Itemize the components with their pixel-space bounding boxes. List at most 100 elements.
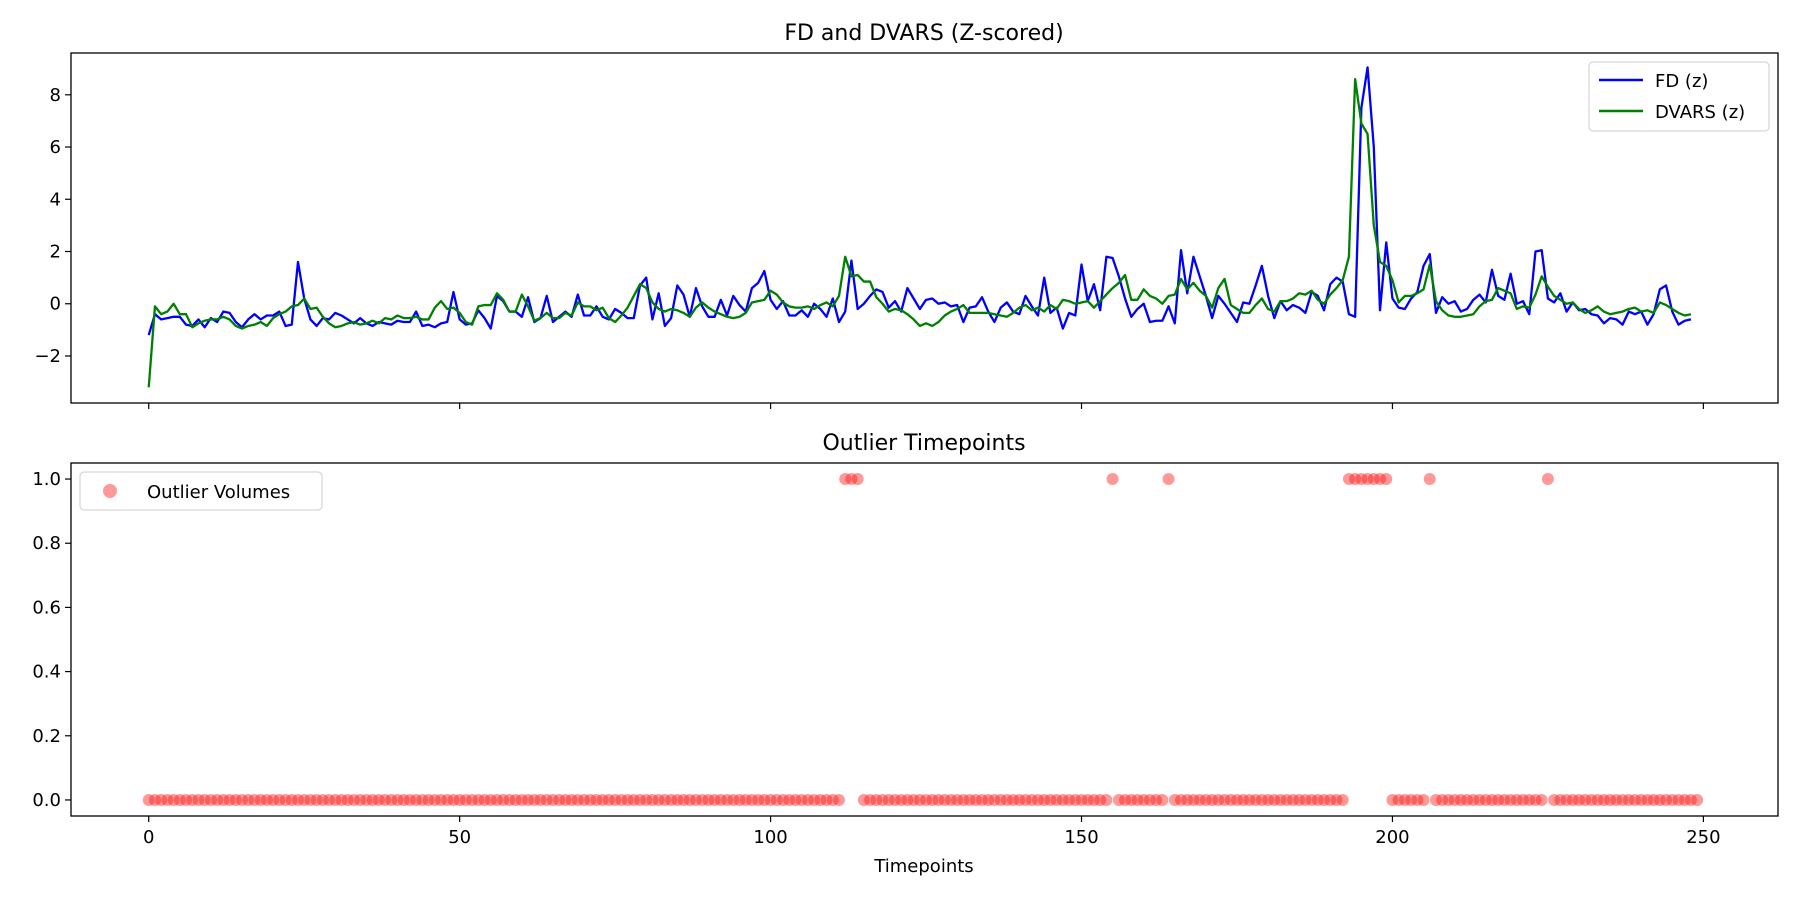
outlier-point [1361,473,1374,486]
outlier-point [167,793,180,806]
outlier-point [422,793,435,806]
outlier-point [1274,793,1287,806]
outlier-point [851,473,864,486]
outlier-point [416,793,429,806]
outlier-point [1355,473,1368,486]
outlier-point [646,793,659,806]
outlier-point [584,793,597,806]
outlier-point [1305,793,1318,806]
outlier-point [1429,793,1442,806]
x-tick-label: 250 [1686,827,1720,848]
outlier-point [969,793,982,806]
outlier-point [546,793,559,806]
outlier-point [932,793,945,806]
outlier-point [1286,793,1299,806]
outlier-point [341,793,354,806]
outlier-point [1622,793,1635,806]
outlier-point [1168,793,1181,806]
outlier-point [397,793,410,806]
outlier-point [1212,793,1225,806]
outlier-point [1473,793,1486,806]
outlier-point [198,793,211,806]
outlier-point [976,793,989,806]
y-tick-label: 0.6 [32,597,61,618]
outlier-point [808,793,821,806]
outlier-point [1075,793,1088,806]
outlier-point [1541,473,1554,486]
outlier-point [1262,793,1275,806]
outlier-point [1691,793,1704,806]
outlier-panel: Outlier Timepoints 0.0 0.2 0.4 0.6 0.8 1.0 0 5… [32,431,1779,877]
outlier-point [1660,793,1673,806]
outlier-point [1056,793,1069,806]
y-tick-label: 0.2 [32,726,61,747]
outlier-point [1031,793,1044,806]
outlier-point [1106,473,1119,486]
outlier-point [1684,793,1697,806]
fd-dvars-panel: FD and DVARS (Z-scored) −2 0 2 4 6 8 FD (z) D… [34,21,1779,409]
outlier-point [1311,793,1324,806]
outlier-point [391,793,404,806]
outlier-point [447,793,460,806]
outlier-point [1498,793,1511,806]
outlier-point [671,793,684,806]
outlier-point [354,793,367,806]
fd-dvars-series [147,66,1692,388]
outlier-point [739,793,752,806]
outlier-point [702,793,715,806]
outlier-point [901,793,914,806]
outlier-point [1461,793,1474,806]
outlier-point [963,793,976,806]
outlier-point [285,793,298,806]
outlier-point [1119,793,1132,806]
outlier-point [1199,793,1212,806]
outlier-point [1485,793,1498,806]
outlier-point [1566,793,1579,806]
outlier-point [727,793,740,806]
outlier-point [1249,793,1262,806]
outlier-point [1255,793,1268,806]
x-tick-label: 100 [753,827,787,848]
outlier-point [1380,473,1393,486]
outlier-point [1641,793,1654,806]
y-tick-label: 1.0 [32,469,61,490]
outlier-point [273,793,286,806]
outlier-point [1423,473,1436,486]
outlier-point [540,793,553,806]
outlier-point [1585,793,1598,806]
outlier-point [621,793,634,806]
outlier-point [1143,793,1156,806]
outlier-point [578,793,591,806]
outlier-point [148,793,161,806]
outlier-point [882,793,895,806]
outlier-point [1000,793,1013,806]
outlier-point [211,793,224,806]
outlier-point [1548,793,1561,806]
outlier-point [316,793,329,806]
outlier-point [1025,793,1038,806]
outlier-point [832,793,845,806]
outlier-point [820,793,833,806]
outlier-point [236,793,249,806]
outlier-point [895,793,908,806]
outlier-point [926,793,939,806]
outlier-point [1523,793,1536,806]
outlier-point [826,793,839,806]
outlier-point [845,473,858,486]
outlier-point [764,793,777,806]
outlier-point [1666,793,1679,806]
x-tick-label: 150 [1064,827,1098,848]
outlier-point [335,793,348,806]
legend-outlier-label: Outlier Volumes [147,482,290,503]
outlier-point [721,793,734,806]
outlier-point [609,793,622,806]
outlier-point [1342,473,1355,486]
outlier-point [1230,793,1243,806]
outlier-point [453,793,466,806]
outlier-point [1094,793,1107,806]
outlier-point [360,793,373,806]
outlier-point [745,793,758,806]
outlier-point [1398,793,1411,806]
outlier-title: Outlier Timepoints [822,431,1025,456]
